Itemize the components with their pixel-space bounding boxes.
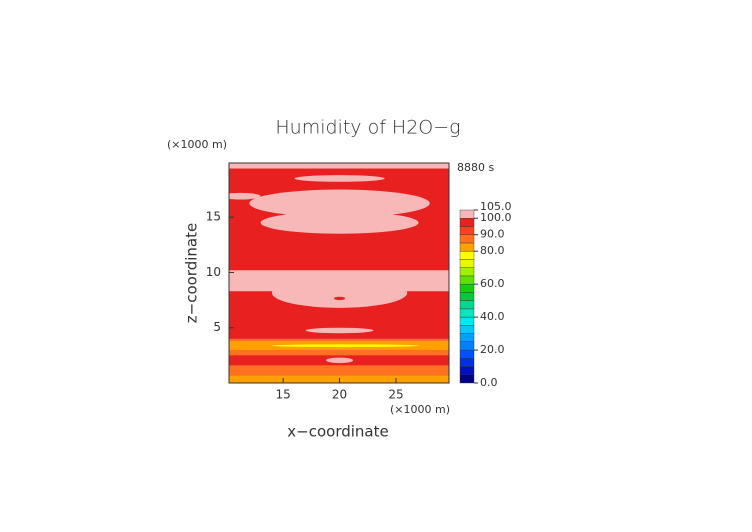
contour-region bbox=[229, 365, 449, 376]
y-tick-label: 10 bbox=[206, 265, 221, 279]
colorbar-bin bbox=[459, 366, 475, 375]
colorbar-tick-label: 20.0 bbox=[480, 343, 505, 356]
colorbar-bin bbox=[459, 325, 475, 334]
colorbar-bin bbox=[459, 242, 475, 252]
contour-region bbox=[294, 175, 385, 182]
colorbar-bin bbox=[459, 283, 475, 293]
plot-frame bbox=[228, 162, 450, 384]
colorbar-tick-label: 100.0 bbox=[480, 211, 512, 224]
colorbar-bin bbox=[459, 267, 475, 277]
colorbar-bin bbox=[459, 374, 475, 384]
colorbar-tick-label: 0.0 bbox=[480, 376, 498, 389]
y-unit: (×1000 m) bbox=[167, 138, 227, 151]
contour-region bbox=[260, 211, 419, 234]
x-tick-label: 25 bbox=[388, 388, 403, 402]
contour-region bbox=[229, 192, 261, 200]
contour-region bbox=[249, 189, 430, 218]
contour-region bbox=[229, 375, 449, 383]
colorbar-bin bbox=[459, 275, 475, 285]
time-label: 8880 s bbox=[457, 161, 494, 174]
colorbar-bin bbox=[459, 226, 475, 235]
colorbar-bin bbox=[459, 250, 475, 260]
colorbar-tick-label: 105.0 bbox=[480, 200, 512, 213]
axes: 15 20 25 5 10 15 0.0 20.0 40.0 60.0 80.0 90.0 100.01… bbox=[206, 162, 512, 402]
contour-region bbox=[333, 296, 346, 301]
plot-area bbox=[229, 163, 449, 383]
colorbar-bin bbox=[459, 333, 475, 343]
x-unit: (×1000 m) bbox=[390, 403, 450, 416]
colorbar-bin bbox=[459, 316, 475, 326]
colorbar-bin bbox=[459, 341, 475, 351]
colorbar-tick-label: 90.0 bbox=[480, 228, 505, 241]
x-tick-label: 20 bbox=[332, 388, 347, 402]
contour-region bbox=[326, 357, 354, 364]
colorbar-bin bbox=[459, 308, 475, 318]
colorbar-tick-label: 40.0 bbox=[480, 310, 505, 323]
colorbar-tick-label: 80.0 bbox=[480, 244, 505, 257]
colorbar-bin bbox=[459, 259, 475, 268]
y-axis-label: z−coordinate bbox=[183, 223, 201, 323]
contour-region bbox=[229, 163, 449, 169]
colorbar-bin bbox=[459, 234, 475, 244]
x-axis-label: x−coordinate bbox=[287, 423, 388, 441]
x-tick-label: 15 bbox=[276, 388, 291, 402]
colorbar-bin bbox=[459, 292, 475, 301]
contour-region bbox=[271, 344, 419, 348]
colorbar-bin bbox=[459, 349, 475, 359]
colorbar-bin bbox=[459, 209, 475, 219]
colorbar-bin bbox=[459, 218, 475, 227]
chart-title: Humidity of H2O−g bbox=[275, 117, 460, 139]
colorbar-bin bbox=[459, 358, 475, 367]
y-tick-label: 5 bbox=[213, 320, 221, 334]
colorbar-tick-label: 60.0 bbox=[480, 277, 505, 290]
contour-region bbox=[305, 327, 374, 334]
contour-region bbox=[229, 270, 449, 292]
y-tick-label: 15 bbox=[206, 210, 221, 224]
colorbar-bin bbox=[459, 300, 475, 310]
